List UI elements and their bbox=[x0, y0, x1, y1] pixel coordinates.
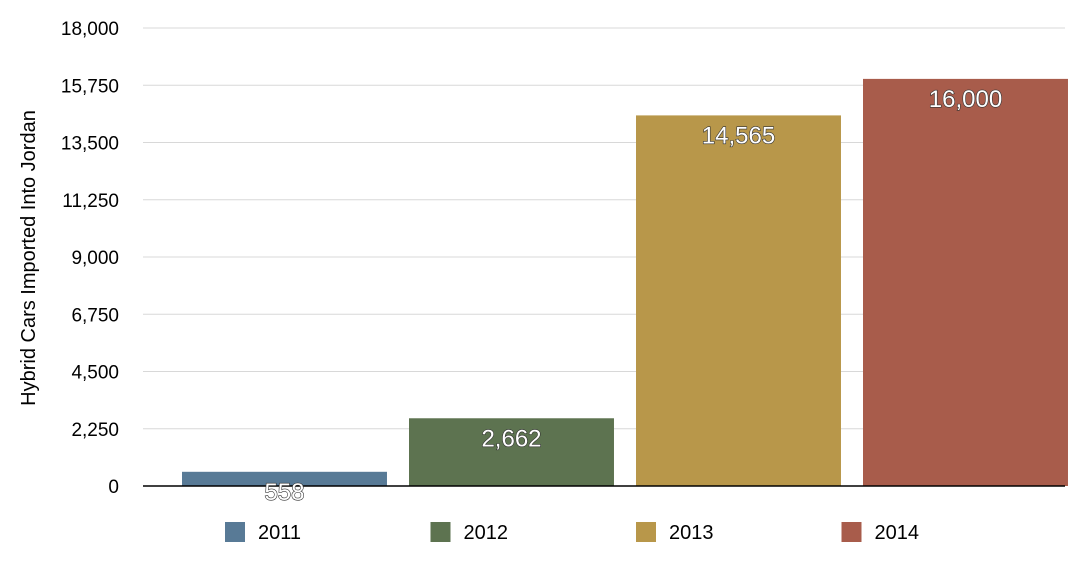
y-tick-label: 6,750 bbox=[71, 305, 119, 326]
y-tick-label: 2,250 bbox=[71, 420, 119, 441]
legend-swatch-2013 bbox=[636, 522, 656, 542]
y-tick-label: 9,000 bbox=[71, 248, 119, 269]
bar-2011 bbox=[182, 471, 387, 486]
data-label-2013: 14,565 bbox=[702, 122, 775, 149]
legend-swatch-2011 bbox=[225, 522, 245, 542]
y-tick-label: 0 bbox=[108, 477, 119, 498]
data-labels: 558 2,662 14,565 16,000 bbox=[264, 85, 1003, 506]
y-axis-tick-labels: 0 2,250 4,500 6,750 9,000 11,250 13,500 15,750 1… bbox=[61, 19, 119, 498]
legend-swatch-2012 bbox=[430, 522, 451, 542]
bars bbox=[182, 78, 1068, 486]
legend-label-2013: 2013 bbox=[669, 522, 714, 544]
y-axis-title: Hybrid Cars Imported Into Jordan bbox=[18, 110, 40, 406]
data-label-2014: 16,000 bbox=[929, 86, 1002, 113]
legend-label-2014: 2014 bbox=[875, 522, 920, 544]
legend-swatch-2014 bbox=[841, 522, 862, 542]
legend: 2011 2012 2013 2014 bbox=[225, 522, 919, 544]
y-tick-label: 4,500 bbox=[71, 363, 119, 384]
y-tick-label: 18,000 bbox=[61, 19, 119, 40]
data-label-2012: 2,662 bbox=[481, 425, 541, 452]
bar-2012 bbox=[409, 418, 614, 486]
gridlines bbox=[143, 27, 1065, 430]
bar-2014 bbox=[863, 78, 1068, 486]
legend-label-2011: 2011 bbox=[258, 522, 301, 544]
y-tick-label: 11,250 bbox=[62, 191, 119, 212]
y-tick-label: 13,500 bbox=[61, 134, 119, 155]
data-label-2011: 558 bbox=[264, 479, 304, 506]
legend-label-2012: 2012 bbox=[464, 522, 509, 544]
y-tick-label: 15,750 bbox=[61, 76, 119, 97]
bar-2013 bbox=[636, 115, 841, 486]
